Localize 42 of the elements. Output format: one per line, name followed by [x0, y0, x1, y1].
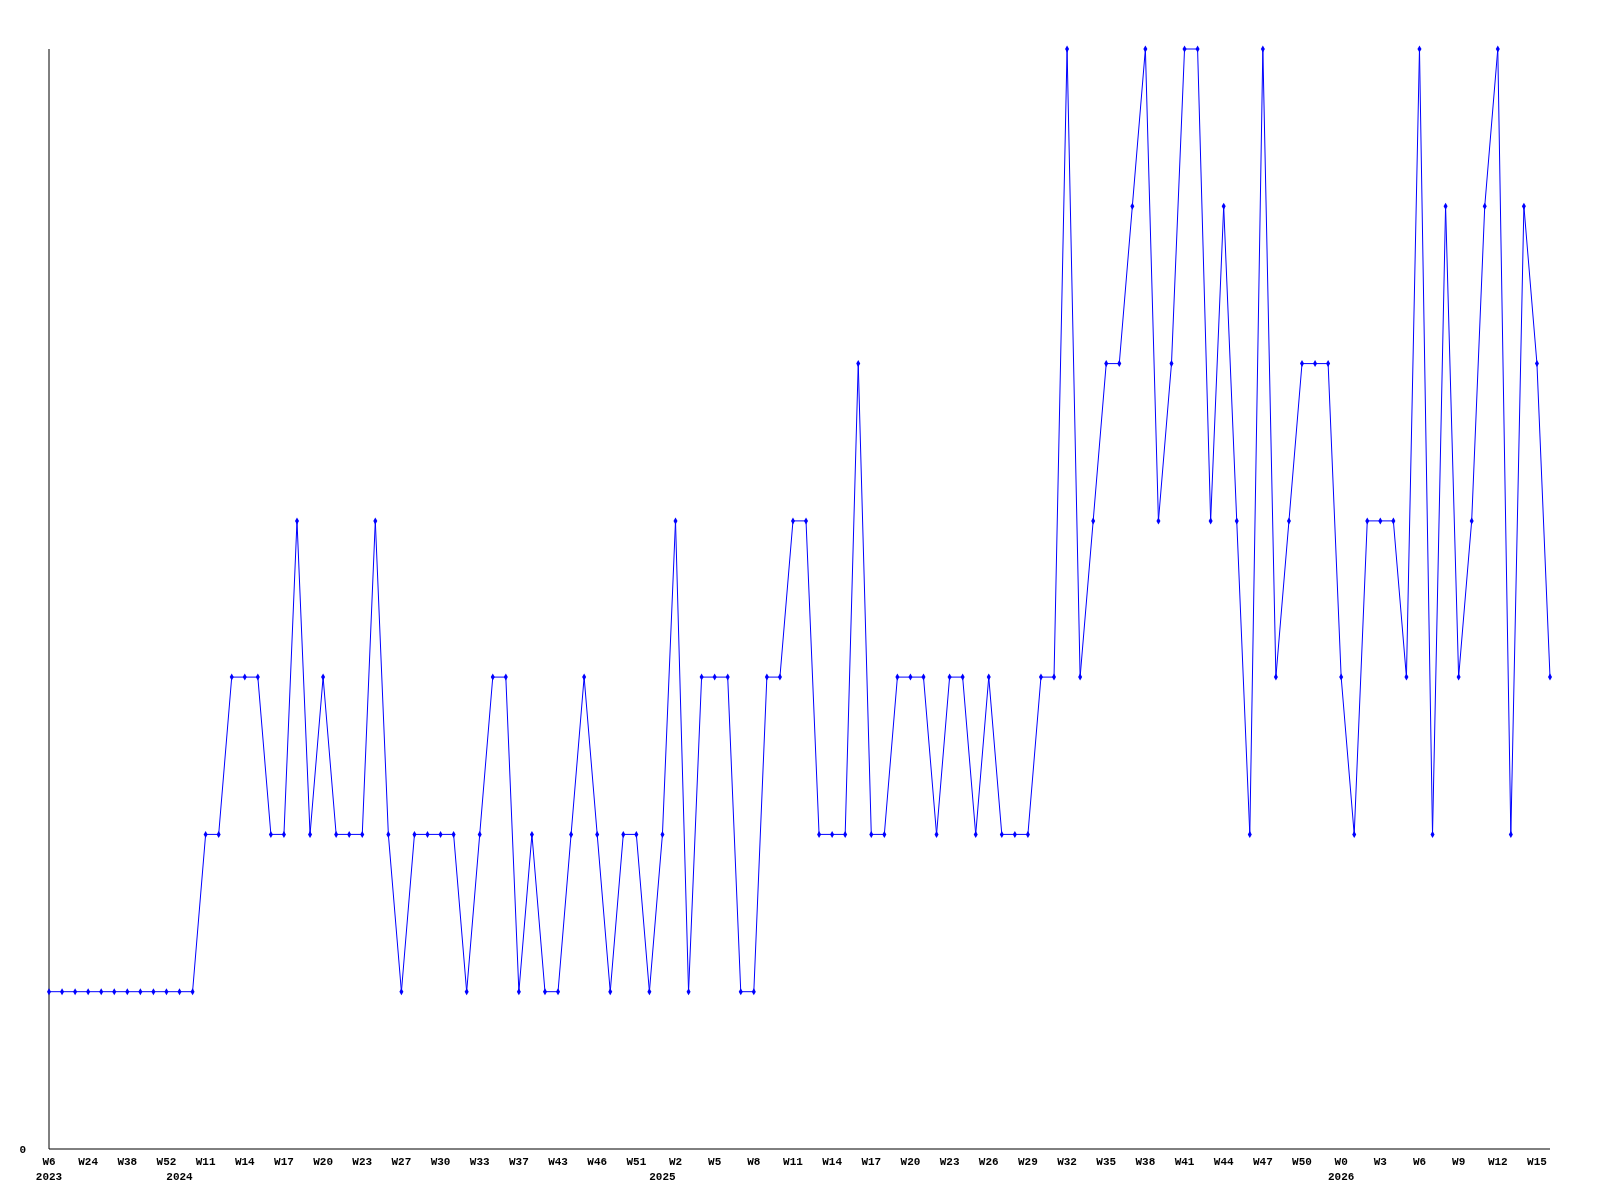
x-tick-label: W41	[1174, 1156, 1195, 1168]
x-tick-label: W20	[313, 1156, 333, 1168]
text: 0	[19, 1144, 26, 1156]
x-tick-label: W17	[861, 1156, 882, 1168]
x-tick-label: W35	[1096, 1156, 1117, 1168]
x-tick-label: W26	[978, 1156, 999, 1168]
x-tick-label: W17	[274, 1156, 294, 1168]
x-tick-label: W37	[508, 1156, 529, 1168]
x-tick-label: W29	[1018, 1156, 1038, 1168]
x-tick-label: W32	[1057, 1156, 1077, 1168]
x-tick-label: 2024	[166, 1171, 194, 1183]
x-tick-label: W43	[548, 1156, 569, 1168]
x-tick-label: W50	[1292, 1156, 1312, 1168]
x-tick-label: W47	[1252, 1156, 1273, 1168]
x-tick-label: W38	[1135, 1156, 1156, 1168]
x-tick-label: W52	[156, 1156, 177, 1168]
x-tick-label: W9	[1452, 1156, 1466, 1168]
x-tick-label: W2	[668, 1156, 683, 1168]
x-tick-label: W5	[708, 1156, 722, 1168]
x-tick-label: W20	[900, 1156, 921, 1168]
x-tick-label: W14	[822, 1156, 843, 1168]
x-tick-label: W27	[391, 1156, 412, 1168]
x-tick-label: W0 2026	[1327, 1156, 1355, 1183]
x-tick-label: W38	[117, 1156, 138, 1168]
x-tick-label: W11	[783, 1156, 804, 1168]
x-tick-label: W30	[430, 1156, 451, 1168]
x-tick-label: W24	[78, 1156, 99, 1168]
x-tick-label: W15	[1527, 1156, 1548, 1168]
x-tick-label: W11	[195, 1156, 216, 1168]
x-tick-label: W6 2023	[35, 1156, 63, 1183]
x-tick-label: 2025	[649, 1171, 677, 1183]
x-tick-label: W6	[1412, 1156, 1427, 1168]
x-tick-label: W14	[234, 1156, 256, 1168]
x-tick-label: W46	[587, 1156, 608, 1168]
x-tick-label: W51	[626, 1156, 647, 1168]
x-tick-label: W23	[352, 1156, 373, 1168]
x-tick-label: W8	[747, 1156, 761, 1168]
x-tick-label: W33	[469, 1156, 491, 1168]
x-tick-label: W3	[1373, 1156, 1388, 1168]
x-tick-label: W12	[1487, 1156, 1508, 1168]
x-tick-label: W44	[1213, 1156, 1234, 1168]
x-tick-label: W23	[939, 1156, 960, 1168]
